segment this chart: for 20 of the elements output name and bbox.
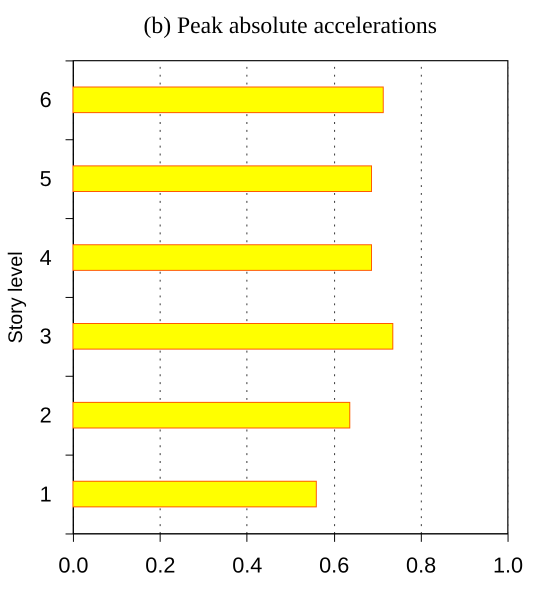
- y-tick-label: 3: [40, 324, 52, 349]
- y-axis-title: Story level: [4, 251, 27, 344]
- y-tick-label: 2: [40, 402, 52, 428]
- y-tick-label: 6: [40, 87, 52, 112]
- bar: [72, 480, 317, 508]
- bar: [72, 86, 384, 114]
- y-tick-label: 4: [40, 244, 52, 270]
- bar: [72, 402, 350, 429]
- x-tick-label: 0.2: [145, 552, 176, 578]
- bar: [72, 165, 372, 192]
- y-tick-label: 5: [40, 166, 52, 192]
- x-tick-label: 0.4: [232, 552, 262, 578]
- y-tick-label: 1: [40, 481, 52, 506]
- chart-title: (b) Peak absolute accelerations: [144, 12, 437, 39]
- x-tick-label: 0.0: [58, 552, 88, 578]
- x-tick-label: 1.0: [492, 552, 524, 578]
- bar: [72, 323, 394, 350]
- x-tick-label: 0.8: [406, 552, 436, 578]
- x-tick-label: 0.6: [319, 552, 350, 578]
- bar: [72, 244, 372, 271]
